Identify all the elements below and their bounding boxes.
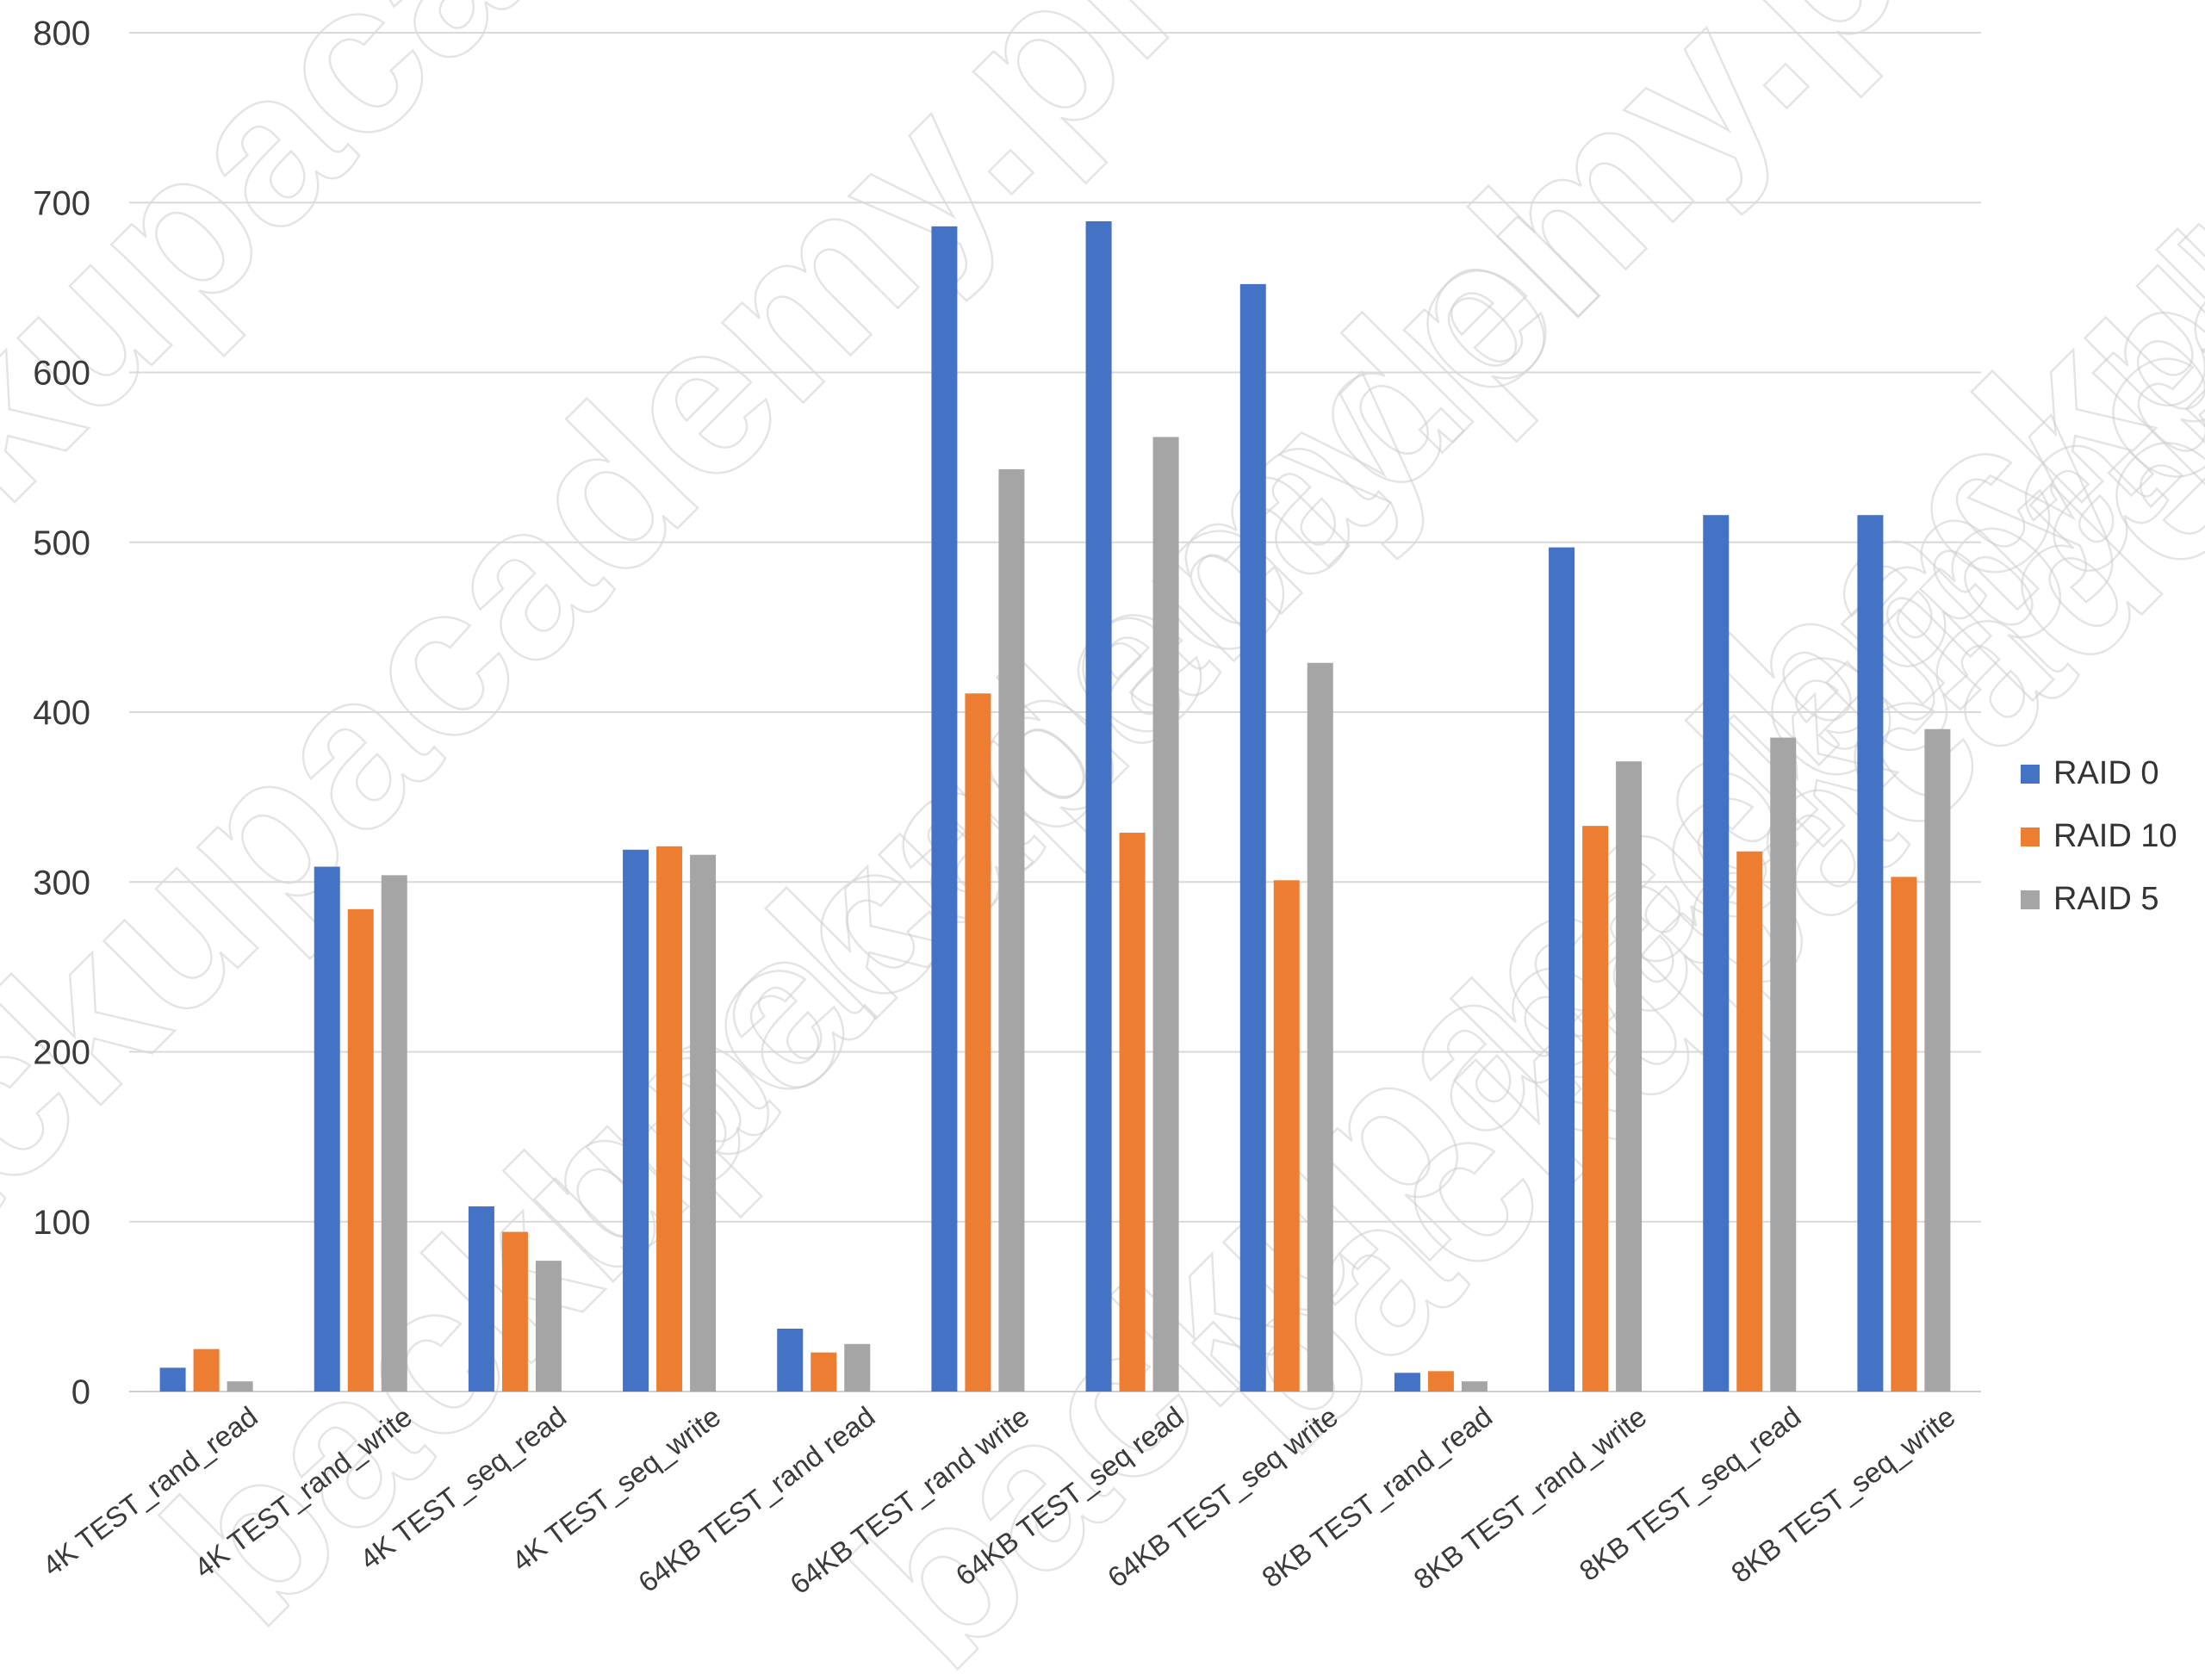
bar [1857,515,1884,1392]
y-tick-label: 800 [33,15,90,53]
y-axis-ticks: 0 100 200 300 400 500 600 700 800 [33,15,90,1411]
bar [159,1367,186,1392]
bar [381,875,407,1392]
bar [690,854,717,1392]
bar [656,846,683,1392]
bar [1616,761,1643,1392]
bar [1891,877,1917,1392]
y-tick-label: 700 [33,184,90,222]
bar [931,226,958,1392]
y-tick-label: 500 [33,524,90,562]
bar [965,693,991,1392]
legend-swatch [2021,828,2040,846]
bar [227,1381,253,1392]
bar [1307,662,1333,1392]
legend: RAID 0 RAID 10 RAID 5 [2021,755,2177,917]
bar [777,1329,804,1392]
bar [844,1343,871,1392]
bar [535,1261,562,1392]
bar [1085,220,1112,1392]
bar [1394,1373,1420,1392]
legend-swatch [2021,765,2040,784]
y-tick-label: 200 [33,1034,90,1072]
y-tick-label: 300 [33,864,90,902]
bar [998,468,1025,1392]
y-tick-label: 0 [71,1373,90,1411]
y-tick-label: 600 [33,355,90,393]
bar [1119,833,1146,1392]
bar [1549,547,1575,1392]
bar [1273,880,1300,1392]
bar [1736,851,1763,1392]
bars [159,220,1951,1392]
bar [1924,728,1951,1392]
bar [468,1206,494,1392]
bar [1703,515,1730,1392]
bar [1427,1371,1454,1392]
bar [1152,437,1179,1392]
bar [1582,826,1609,1392]
bar [1461,1381,1488,1392]
bar [1239,283,1266,1392]
bar [623,849,649,1392]
gridlines [129,32,1981,1392]
legend-label: RAID 10 [2053,818,2177,854]
bar [1770,737,1797,1392]
legend-swatch [2021,890,2040,909]
bar [811,1352,837,1392]
bar [501,1231,528,1392]
bar [347,908,374,1392]
bar [193,1348,220,1392]
y-tick-label: 100 [33,1204,90,1242]
legend-label: RAID 0 [2053,755,2158,791]
y-tick-label: 400 [33,694,90,732]
bar [314,866,340,1392]
legend-label: RAID 5 [2053,881,2158,917]
